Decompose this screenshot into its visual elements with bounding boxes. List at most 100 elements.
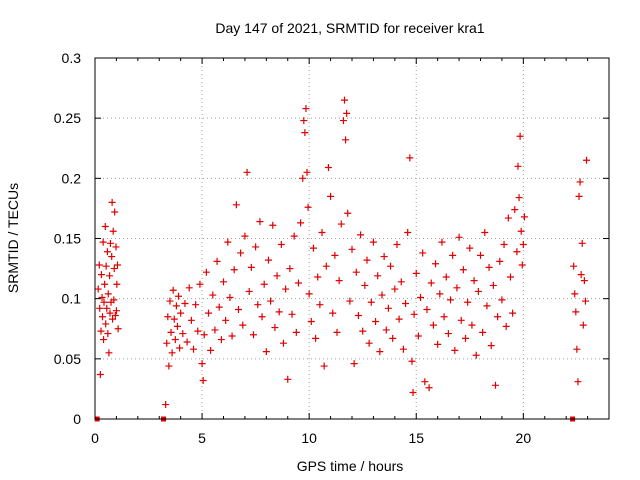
- data-point: [574, 378, 582, 386]
- data-point: [309, 244, 317, 252]
- data-point: [162, 401, 170, 409]
- data-point: [491, 381, 499, 389]
- data-point: [171, 336, 179, 344]
- data-point: [570, 262, 578, 270]
- data-point: [111, 312, 119, 320]
- data-point: [290, 232, 298, 240]
- data-point: [101, 280, 109, 288]
- data-point: [181, 299, 189, 307]
- data-point: [395, 315, 403, 323]
- data-point: [331, 251, 339, 259]
- data-point: [302, 105, 310, 113]
- data-point: [573, 345, 581, 353]
- data-point: [466, 244, 474, 252]
- data-point: [502, 322, 510, 330]
- data-point: [108, 253, 116, 261]
- data-point: [105, 349, 113, 357]
- data-point: [104, 330, 112, 338]
- data-point: [455, 233, 463, 241]
- data-point: [575, 192, 583, 200]
- data-point: [273, 272, 281, 280]
- data-point: [578, 239, 586, 247]
- data-point: [384, 304, 392, 312]
- data-point: [187, 316, 195, 324]
- data-point: [254, 301, 262, 309]
- data-point: [209, 291, 217, 299]
- data-point: [239, 321, 247, 329]
- data-point: [372, 318, 380, 326]
- data-point: [98, 293, 106, 301]
- data-point: [425, 384, 433, 392]
- data-point: [320, 362, 328, 370]
- data-point: [169, 286, 177, 294]
- data-point: [183, 338, 191, 346]
- data-point: [361, 281, 369, 289]
- data-point: [168, 349, 176, 357]
- axis-tick-labels: 0 5 10 15 20 0 0.05 0.1 0.15 0.2 0.25 0.3: [54, 50, 532, 446]
- data-point: [299, 174, 307, 182]
- data-point: [449, 251, 457, 259]
- data-point: [211, 326, 219, 334]
- data-point: [267, 297, 275, 305]
- data-point: [104, 290, 112, 298]
- data-point: [98, 313, 106, 321]
- data-point: [583, 156, 591, 164]
- data-point: [95, 261, 103, 269]
- data-point: [177, 309, 185, 317]
- data-point: [114, 325, 122, 333]
- data-point: [106, 239, 114, 247]
- data-point: [419, 249, 427, 257]
- data-point: [414, 332, 422, 340]
- data-point: [442, 273, 450, 281]
- data-point: [316, 301, 324, 309]
- data-point: [166, 297, 174, 305]
- data-point: [487, 342, 495, 350]
- data-point: [106, 272, 114, 280]
- data-point: [404, 228, 412, 236]
- data-point: [96, 370, 104, 378]
- data-point: [179, 330, 187, 338]
- data-point: [572, 308, 580, 316]
- data-point: [369, 238, 377, 246]
- data-point: [275, 308, 283, 316]
- data-point: [346, 297, 354, 305]
- data-point: [111, 208, 119, 216]
- data-point: [237, 249, 245, 257]
- data-point: [164, 313, 172, 321]
- data-point: [163, 339, 171, 347]
- data-point: [464, 298, 472, 306]
- data-point: [494, 313, 502, 321]
- data-point: [410, 310, 418, 318]
- data-point: [440, 313, 448, 321]
- data-point: [329, 309, 337, 317]
- data-point: [444, 330, 452, 338]
- data-point: [96, 304, 104, 312]
- data-point: [241, 232, 249, 240]
- data-point: [402, 299, 410, 307]
- data-point: [288, 310, 296, 318]
- data-point: [498, 296, 506, 304]
- data-point: [106, 309, 114, 317]
- data-point: [110, 265, 118, 273]
- data-point: [102, 262, 110, 270]
- data-point: [100, 298, 108, 306]
- data-point: [284, 375, 292, 383]
- data-point: [262, 348, 270, 356]
- data-point: [205, 309, 213, 317]
- data-point: [511, 206, 519, 214]
- data-point: [232, 201, 240, 209]
- data-point: [399, 345, 407, 353]
- data-point: [282, 285, 290, 293]
- data-point: [514, 162, 522, 170]
- data-point: [387, 262, 395, 270]
- data-point: [103, 304, 111, 312]
- data-point: [213, 257, 221, 265]
- data-point: [234, 305, 242, 313]
- data-point: [304, 203, 312, 211]
- data-point: [192, 301, 200, 309]
- data-point: [245, 287, 253, 295]
- data-point: [519, 241, 527, 249]
- data-point: [457, 316, 465, 324]
- data-point: [108, 198, 116, 206]
